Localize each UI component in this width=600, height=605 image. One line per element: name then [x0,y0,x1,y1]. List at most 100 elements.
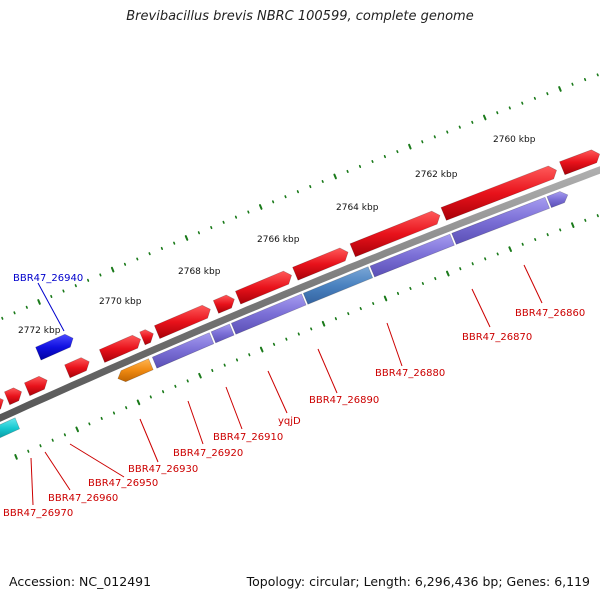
tick-mark [198,372,202,379]
tick-mark [521,101,524,105]
gene-label[interactable]: BBR47_26950 [88,478,158,489]
tick-mark [508,106,511,110]
topology-text: Topology: circular; Length: 6,296,436 bp… [246,574,590,589]
tick-mark [358,164,362,168]
tick-mark [471,262,474,266]
tick-mark [259,346,264,353]
tick-mark [14,454,18,460]
tick-mark [571,222,575,228]
tick-mark [125,406,128,410]
gene-arrow [451,196,550,245]
map-title: Brevibacillus brevis NBRC 100599, comple… [126,9,474,24]
gene-arrow [139,329,154,346]
leader-line [187,400,204,445]
tick-mark [197,231,200,235]
tick-mark [584,218,587,222]
gene-label[interactable]: BBR47_26880 [375,368,445,379]
gene-arrow [210,323,235,344]
gene-label[interactable]: BBR47_26960 [48,493,118,504]
tick-mark [186,379,189,383]
tick-mark [383,155,387,159]
gene-label[interactable]: BBR47_26870 [462,332,532,343]
tick-mark [87,278,90,282]
gene-label[interactable]: BBR47_26920 [173,448,243,459]
tick-mark [446,130,449,134]
leader-line [267,370,288,414]
gene-arrow [235,270,292,305]
tick-mark [259,204,263,210]
gene-arrow [230,293,307,335]
leader-line [44,451,71,491]
tick-mark [123,262,127,266]
leader-line [386,322,403,367]
leader-line [317,348,338,394]
tick-mark [546,92,549,96]
tick-mark [396,150,399,154]
gene-arrow [292,247,349,281]
gene-arrow [117,358,154,383]
accession-text: Accession: NC_012491 [9,574,152,589]
tick-mark [596,73,599,77]
label-leader-lines [30,264,543,506]
tick-mark [483,114,487,121]
tick-mark [223,363,226,367]
tick-mark [297,332,300,336]
tick-mark [235,358,239,362]
leader-line [225,386,243,430]
tick-mark [62,289,65,293]
tick-label: 2768 kbp [178,267,221,277]
tick-mark [433,135,436,139]
gene-arrow [302,266,374,305]
tick-mark [534,238,537,241]
gene-label[interactable]: BBR47_26860 [515,308,585,319]
tick-mark [99,273,102,277]
tick-mark [248,353,251,357]
tick-label: 2764 kbp [336,203,379,213]
tick-label: 2762 kbp [415,170,458,180]
tick-mark [284,195,287,199]
gene-label[interactable]: BBR47_26890 [309,395,379,406]
tick-mark [39,444,42,448]
tick-mark [533,96,537,100]
gene-arrow [440,165,557,221]
leader-line [69,443,125,478]
tick-mark [149,395,152,399]
tick-mark [496,111,499,115]
tick-mark [321,180,324,183]
tick-mark [173,241,176,245]
tick-mark [459,267,462,271]
tick-mark [160,246,163,250]
tick-mark [100,416,103,421]
tick-mark [383,295,388,302]
tick-label: 2766 kbp [257,235,300,245]
tick-mark [347,312,350,316]
gene-arrow [35,333,74,361]
leader-line [523,264,543,304]
tick-mark [148,252,151,256]
tick-mark [247,210,250,214]
tick-mark [211,368,214,373]
tick-mark [484,257,487,261]
tick-mark [271,200,275,204]
gene-label[interactable]: BBR47_26910 [213,432,283,443]
gene-arrow [559,149,600,176]
gene-arrow [64,357,90,379]
gene-arrow [369,233,455,278]
gene-label[interactable]: BBR47_26940 [13,273,83,284]
gene-arrow [546,191,569,208]
gene-arrow [349,210,441,258]
gene-label[interactable]: BBR47_26930 [128,464,198,475]
tick-mark [74,284,77,288]
leader-line [37,282,65,332]
tick-mark [446,270,450,277]
tick-mark [50,294,53,299]
tick-mark [13,311,16,315]
tick-mark [471,120,474,124]
gene-arrow [0,417,20,439]
tick-mark [359,306,362,311]
tick-mark [409,286,412,291]
gene-label[interactable]: BBR47_26970 [3,508,73,519]
tick-mark [571,82,574,86]
gene-label[interactable]: yqjD [278,416,301,427]
